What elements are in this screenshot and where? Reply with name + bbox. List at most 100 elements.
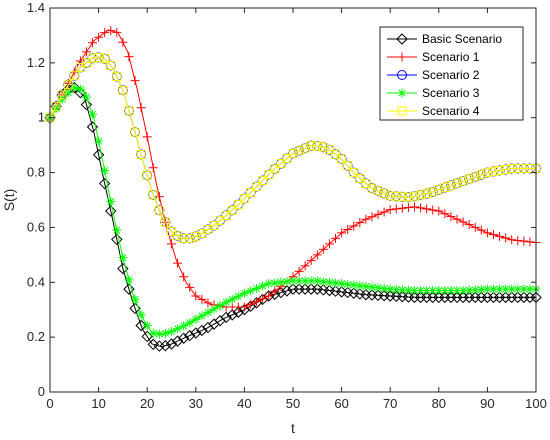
- data-point: [111, 233, 123, 246]
- data-point: [495, 231, 505, 241]
- data-point: [410, 286, 419, 296]
- data-point: [434, 206, 444, 216]
- data-point: [232, 306, 245, 318]
- data-point: [106, 26, 116, 36]
- data-point: [81, 92, 91, 102]
- data-point: [124, 275, 134, 285]
- data-point: [51, 101, 61, 111]
- y-tick-label: 0.8: [27, 165, 45, 180]
- data-point: [123, 283, 135, 295]
- data-point: [513, 163, 523, 173]
- data-point: [177, 332, 190, 344]
- data-point: [245, 299, 255, 309]
- data-point: [306, 255, 316, 265]
- data-point: [75, 84, 85, 94]
- data-point: [379, 188, 389, 198]
- legend-swatch-marker: [397, 88, 407, 98]
- x-axis-label: t: [291, 420, 295, 436]
- data-point: [501, 284, 511, 294]
- data-point: [92, 149, 105, 161]
- data-point: [331, 149, 341, 159]
- data-point: [118, 37, 128, 47]
- data-point: [252, 182, 262, 192]
- series-4: [45, 83, 541, 339]
- data-point: [105, 205, 117, 217]
- data-point: [191, 231, 201, 241]
- data-point: [269, 288, 281, 300]
- data-point: [196, 324, 208, 337]
- data-point: [281, 285, 293, 297]
- data-point: [94, 136, 104, 146]
- data-point: [385, 205, 395, 215]
- data-point: [106, 61, 116, 71]
- data-point: [488, 167, 498, 177]
- data-point: [270, 286, 280, 296]
- data-point: [300, 261, 310, 271]
- data-point: [397, 285, 407, 295]
- data-point: [112, 27, 122, 37]
- x-tick-label: 80: [432, 396, 446, 411]
- data-point: [171, 335, 184, 347]
- data-point: [136, 149, 146, 159]
- x-tick-label: 40: [237, 396, 251, 411]
- data-point: [276, 159, 286, 169]
- data-point: [513, 284, 523, 294]
- y-ticks: 0 0.2 0.4 0.6 0.8 1 1.2 1.4: [27, 0, 536, 399]
- data-point: [142, 132, 152, 142]
- data-point: [153, 340, 166, 352]
- y-tick-label: 1.2: [27, 55, 45, 70]
- data-point: [458, 286, 468, 296]
- data-point: [355, 281, 365, 291]
- x-tick-label: 0: [46, 396, 53, 411]
- data-point: [173, 231, 183, 241]
- data-point: [221, 210, 231, 220]
- data-point: [331, 278, 341, 288]
- data-point: [221, 297, 231, 307]
- series-layer: [44, 26, 542, 352]
- data-point: [80, 98, 93, 111]
- data-point: [270, 278, 280, 288]
- legend: Basic Scenario Scenario 1 Scenario 2 Scenar…: [379, 26, 524, 121]
- data-point: [57, 90, 67, 100]
- data-point: [343, 224, 353, 234]
- data-point: [100, 54, 110, 64]
- data-point: [410, 202, 419, 212]
- y-tick-label: 0.2: [27, 329, 45, 344]
- data-point: [306, 276, 316, 286]
- data-point: [130, 127, 140, 137]
- data-point: [324, 277, 334, 287]
- data-point: [312, 276, 322, 286]
- data-point: [141, 330, 153, 343]
- legend-label: Scenario 2: [422, 68, 480, 82]
- data-point: [318, 244, 328, 254]
- data-point: [282, 277, 292, 287]
- data-point: [428, 205, 438, 215]
- data-point: [495, 284, 505, 294]
- data-point: [118, 253, 128, 263]
- data-point: [403, 285, 413, 295]
- data-point: [179, 233, 189, 243]
- data-point: [379, 207, 389, 217]
- legend-swatch-marker: [397, 70, 407, 80]
- data-point: [294, 266, 304, 276]
- y-tick-label: 1.4: [27, 0, 45, 15]
- data-point: [136, 103, 146, 113]
- data-point: [276, 277, 286, 287]
- data-point: [367, 183, 377, 193]
- data-point: [434, 185, 444, 195]
- data-point: [190, 327, 202, 339]
- data-point: [337, 279, 347, 289]
- data-point: [349, 168, 359, 178]
- data-point: [252, 283, 262, 293]
- data-point: [197, 294, 207, 304]
- x-tick-label: 70: [383, 396, 397, 411]
- data-point: [367, 282, 377, 292]
- data-point: [75, 56, 85, 66]
- data-point: [203, 307, 213, 317]
- data-point: [179, 321, 189, 331]
- data-point: [373, 209, 383, 219]
- data-point: [117, 262, 129, 275]
- data-point: [446, 286, 456, 296]
- data-point: [258, 294, 268, 304]
